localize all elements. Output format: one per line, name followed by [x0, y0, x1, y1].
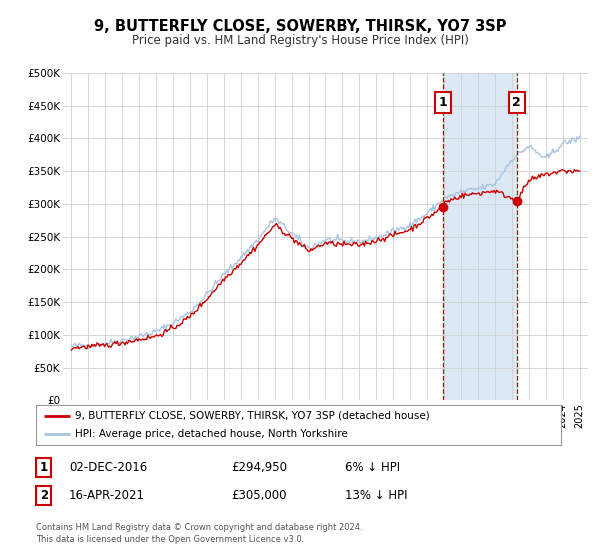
Text: 9, BUTTERFLY CLOSE, SOWERBY, THIRSK, YO7 3SP: 9, BUTTERFLY CLOSE, SOWERBY, THIRSK, YO7… [94, 20, 506, 34]
Text: 6% ↓ HPI: 6% ↓ HPI [345, 461, 400, 474]
Text: 1: 1 [40, 461, 48, 474]
Text: 16-APR-2021: 16-APR-2021 [69, 489, 145, 502]
Text: 2: 2 [512, 96, 521, 109]
Text: £305,000: £305,000 [231, 489, 287, 502]
Text: 13% ↓ HPI: 13% ↓ HPI [345, 489, 407, 502]
Text: 02-DEC-2016: 02-DEC-2016 [69, 461, 147, 474]
Text: Contains HM Land Registry data © Crown copyright and database right 2024.: Contains HM Land Registry data © Crown c… [36, 523, 362, 532]
Text: This data is licensed under the Open Government Licence v3.0.: This data is licensed under the Open Gov… [36, 535, 304, 544]
Text: HPI: Average price, detached house, North Yorkshire: HPI: Average price, detached house, Nort… [76, 430, 348, 439]
Text: 2: 2 [40, 489, 48, 502]
Text: Price paid vs. HM Land Registry's House Price Index (HPI): Price paid vs. HM Land Registry's House … [131, 34, 469, 48]
Text: 1: 1 [439, 96, 447, 109]
Text: 9, BUTTERFLY CLOSE, SOWERBY, THIRSK, YO7 3SP (detached house): 9, BUTTERFLY CLOSE, SOWERBY, THIRSK, YO7… [76, 411, 430, 421]
Bar [443, 73, 517, 400]
Text: £294,950: £294,950 [231, 461, 287, 474]
